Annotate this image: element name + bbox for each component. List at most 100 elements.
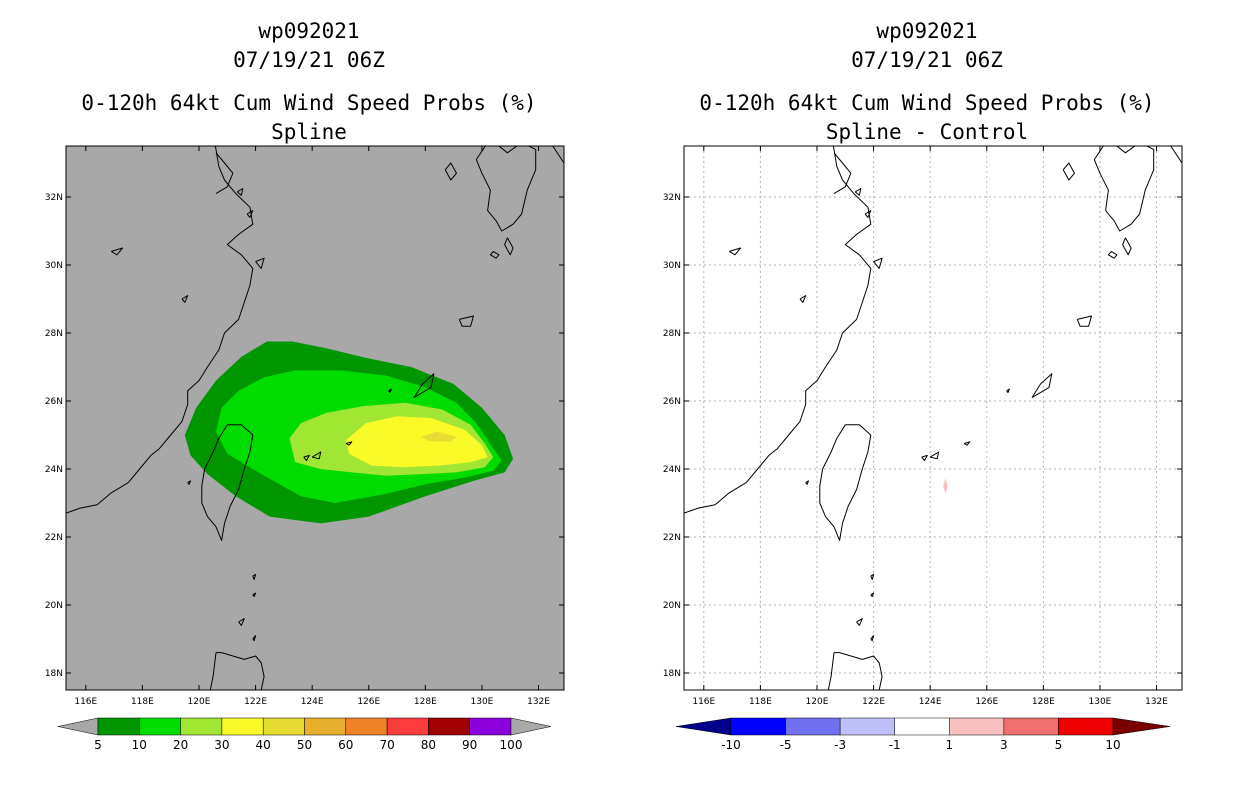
colorbar-label: 20 [173, 738, 188, 752]
colorbar-swatch [839, 717, 895, 736]
colorbar-label: 100 [500, 738, 523, 752]
colorbar-swatch [304, 717, 347, 736]
coastline-shikoku [551, 146, 564, 164]
colorbar-swatch [97, 717, 140, 736]
lon-tick-label: 116E [692, 697, 715, 707]
prob-contour-40pct [421, 431, 457, 442]
coastline-china [684, 146, 872, 514]
colorbar-label: 1 [945, 738, 953, 752]
lat-tick-label: 32N [45, 193, 63, 203]
coastline-islet5 [870, 592, 875, 597]
colorbar-swatch [428, 717, 470, 736]
colorbar-label: 10 [1105, 738, 1120, 752]
lon-tick-label: 122E [244, 697, 267, 707]
coastline-goto [444, 162, 457, 181]
lat-tick-label: 24N [663, 465, 681, 475]
colorbar-swatch [894, 717, 950, 736]
colorbar-label: 50 [297, 738, 312, 752]
coastline-ishigaki [929, 451, 940, 460]
colorbar-swatch [262, 717, 305, 736]
coastline-islet7 [870, 635, 875, 642]
lon-tick-label: 132E [1145, 697, 1168, 707]
coastline-ishigaki [311, 451, 322, 460]
lon-tick-label: 130E [1089, 697, 1112, 707]
colorbar-swatch [730, 717, 786, 736]
coastline-luzon [827, 652, 883, 690]
lat-tick-label: 32N [663, 193, 681, 203]
right-axis-ticks: 116E 118E 120E 122E 124E 126E 128E 130E 132E 32N 3… [663, 146, 1182, 707]
coastline-islet2 [236, 188, 244, 196]
colorbar-label: 3 [1000, 738, 1008, 752]
coastline-islet7 [252, 635, 257, 642]
coastline-iriomote [303, 454, 310, 461]
coastline-zhoushan [873, 257, 883, 269]
coastline-china [66, 146, 254, 514]
lon-tick-label: 128E [1032, 697, 1055, 707]
lon-tick-label: 124E [301, 697, 324, 707]
left-colorbar: 5 10 20 30 40 50 60 70 80 90 100 [57, 717, 552, 752]
coastline-islet1 [246, 210, 254, 218]
coastline-islet3 [181, 295, 189, 303]
lon-tick-label: 130E [471, 697, 494, 707]
lon-tick-label: 128E [414, 697, 437, 707]
right-title-method: Spline - Control [826, 120, 1028, 144]
coastline-islet3 [799, 295, 807, 303]
colorbar-label: 5 [94, 738, 102, 752]
coastline-islet8 [805, 480, 809, 485]
lat-tick-label: 18N [663, 669, 681, 679]
coastline-taiwan [201, 424, 254, 541]
coastline-islet1 [864, 210, 872, 218]
lat-tick-label: 30N [45, 261, 63, 271]
colorbar-label: -3 [834, 738, 846, 752]
coastline-zhoushan [255, 257, 265, 269]
right-title-product: 0-120h 64kt Cum Wind Speed Probs (%) [699, 91, 1154, 115]
colorbar-swatch [221, 717, 264, 736]
left-colorbar-high-end [510, 717, 552, 736]
right-gridlines [684, 146, 1182, 690]
colorbar-swatch [1058, 717, 1114, 736]
colorbar-swatch [386, 717, 429, 736]
left-axis-ticks: 116E 118E 120E 122E 124E 126E 128E 130E 132E 32N 3… [45, 146, 564, 707]
colorbar-swatch [949, 717, 1005, 736]
coastline-islet4 [252, 573, 257, 580]
coastline-amami [1076, 315, 1092, 327]
left-title-method: Spline [271, 120, 347, 144]
coastline-bay [215, 152, 234, 195]
prob-contour-30pct [346, 416, 488, 468]
left-colorbar-low-end [57, 717, 99, 736]
lat-tick-label: 30N [663, 261, 681, 271]
coastline-islet8 [187, 480, 191, 485]
colorbar-label: -5 [780, 738, 792, 752]
coastline-miyako [345, 441, 353, 446]
colorbar-swatch [180, 717, 223, 736]
coastline-islet9 [729, 247, 742, 256]
coastline-kyushu [1093, 146, 1155, 232]
colorbar-label: 40 [256, 738, 271, 752]
coastline-tanegashima [1122, 237, 1132, 256]
colorbar-label: 10 [132, 738, 147, 752]
coastline-miyako [963, 441, 971, 446]
left-title-product: 0-120h 64kt Cum Wind Speed Probs (%) [81, 91, 536, 115]
right-title-valid-time: 07/19/21 06Z [851, 48, 1003, 72]
coastline-amami [458, 315, 474, 327]
lon-tick-label: 126E [975, 697, 998, 707]
right-panel: wp092021 07/19/21 06Z 0-120h 64kt Cum Wi… [663, 19, 1183, 752]
lat-tick-label: 26N [663, 397, 681, 407]
left-title-valid-time: 07/19/21 06Z [233, 48, 385, 72]
colorbar-label: 5 [1055, 738, 1063, 752]
coastline-iriomote [921, 454, 928, 461]
lon-tick-label: 118E [131, 697, 154, 707]
coastline-tanegashima [504, 237, 514, 256]
lat-tick-label: 28N [663, 329, 681, 339]
colorbar-swatch [469, 717, 512, 736]
lat-tick-label: 20N [663, 601, 681, 611]
lat-tick-label: 24N [45, 465, 63, 475]
lon-tick-label: 124E [919, 697, 942, 707]
right-colorbar-low-end [675, 717, 732, 736]
right-map-background [684, 146, 1182, 690]
colorbar-label: 80 [421, 738, 436, 752]
lat-tick-label: 20N [45, 601, 63, 611]
colorbar-swatch [139, 717, 181, 736]
left-title-storm-id: wp092021 [258, 19, 359, 43]
